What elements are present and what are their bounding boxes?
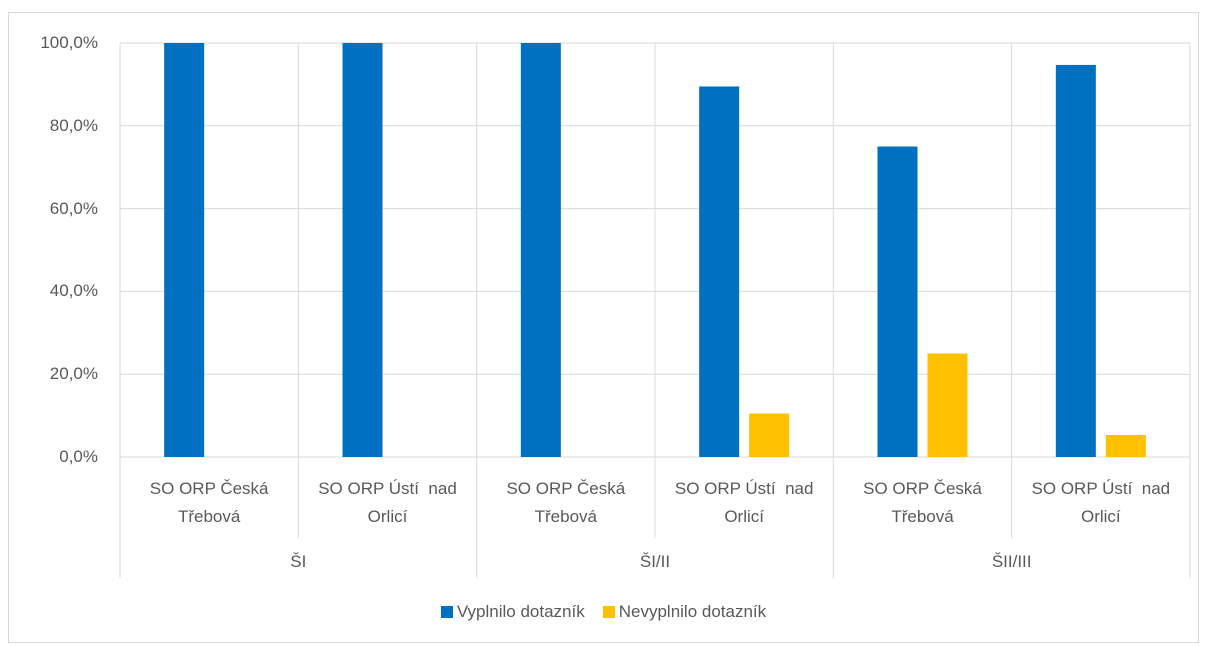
chart-border [8,12,1199,643]
bar [520,43,561,457]
x-tick-label: SO ORP Česká Třebová [863,479,987,526]
legend-entry: Vyplnilo dotazník [440,602,585,622]
group-label: ŠI [290,552,307,571]
y-tick-label: 20,0% [49,364,98,384]
group-label: ŠII/III [991,552,1032,571]
x-tick-label: SO ORP Ústí nad Orlicí [674,479,819,526]
y-tick-label: 0,0% [59,447,98,466]
legend-swatch [602,606,615,618]
legend-label: Nevyplnilo dotazník [618,602,767,621]
bar [342,43,383,457]
bar [749,413,790,457]
y-tick-label: 100,0% [40,33,98,52]
bar [877,146,918,457]
y-tick-label: 80,0% [49,115,98,135]
x-tick-label: SO ORP Česká Třebová [506,479,630,526]
bar [164,43,205,457]
legend-swatch [440,606,453,618]
x-tick-label: SO ORP Česká Třebová [149,479,273,526]
x-tick-label: SO ORP Ústí nad Orlicí [1031,479,1175,526]
x-tick-label: SO ORP Ústí nad Orlicí [318,479,462,526]
legend-entry: Nevyplnilo dotazník [602,602,767,622]
legend-label: Vyplnilo dotazník [456,602,585,621]
bar [1105,435,1146,457]
bar [1055,64,1096,457]
group-label: ŠI/II [639,552,671,571]
y-tick-label: 40,0% [49,281,98,301]
bar [699,86,740,457]
bar [927,353,968,457]
y-tick-label: 60,0% [49,198,98,218]
legend: Vyplnilo dotazník Nevyplnilo dotazník [0,602,1207,622]
